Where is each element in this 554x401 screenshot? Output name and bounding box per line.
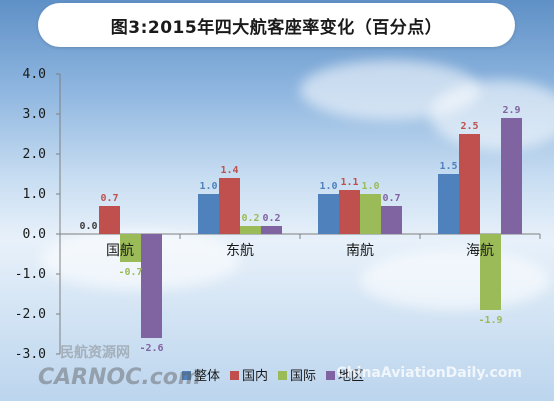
watermark-text: ChinaAviationDaily.com: [336, 365, 522, 381]
chart-title: 图3:2015年四大航客座率变化（百分点）: [110, 17, 443, 38]
data-label: 0.0: [79, 221, 97, 232]
data-label: 1.5: [439, 161, 457, 172]
data-label: 1.4: [220, 165, 238, 176]
category-label: 南航: [346, 243, 374, 259]
data-label: 1.1: [340, 177, 358, 188]
data-label: -0.7: [118, 267, 142, 278]
data-label: 1.0: [319, 181, 337, 192]
bar: [501, 118, 522, 234]
chart-title-box: 图3:2015年四大航客座率变化（百分点）: [38, 3, 515, 47]
bar: [360, 194, 381, 234]
category-label: 国航: [106, 243, 134, 259]
data-label: 1.0: [199, 181, 217, 192]
watermark: 民航资源网 CARNOC.com ChinaAviationDaily.com: [38, 344, 522, 390]
bar: [198, 194, 219, 234]
data-label: 2.9: [502, 105, 520, 116]
bar: [339, 190, 360, 234]
data-labels: 0.00.7-0.7-2.61.01.40.2 0.21.0 1.1 1.00.71.…: [79, 105, 520, 354]
bar: [480, 234, 501, 310]
legend-swatch: [278, 371, 287, 380]
bars: [78, 118, 522, 338]
y-tick-label: 4.0: [23, 67, 46, 82]
y-tick-label: 2.0: [23, 147, 46, 162]
cloud-decoration: [360, 250, 550, 310]
bar: [459, 134, 480, 234]
data-label: 0.2: [241, 213, 259, 224]
cloud-decoration: [430, 80, 554, 150]
legend: 整体 国内 国际 地区: [182, 368, 364, 384]
data-label: 0.2: [262, 213, 280, 224]
y-tick-label: -1.0: [15, 267, 46, 282]
bar: [381, 206, 402, 234]
y-tick-label: -3.0: [15, 347, 46, 362]
y-tick-label: 0.0: [23, 227, 46, 242]
legend-swatch: [230, 371, 239, 380]
legend-swatch: [326, 371, 335, 380]
bar: [438, 174, 459, 234]
bar: [141, 234, 162, 338]
y-tick-label: 1.0: [23, 187, 46, 202]
category-labels: 国航 东航 南航 海航: [106, 243, 494, 259]
bar: [318, 194, 339, 234]
category-label: 东航: [226, 243, 254, 259]
category-label: 海航: [466, 243, 494, 259]
legend-label: 国际: [290, 369, 316, 384]
y-axis: -3.0 -2.0 -1.0 0.0 1.0 2.0 3.0 4.0: [15, 67, 541, 362]
data-label: -2.6: [139, 343, 163, 354]
legend-label: 整体: [194, 369, 220, 384]
legend-label: 地区: [338, 369, 364, 384]
legend-label: 国内: [242, 368, 268, 384]
bar: [261, 226, 282, 234]
data-label: 0.7: [100, 193, 118, 204]
data-label: 2.5: [460, 121, 478, 132]
y-tick-label: -2.0: [15, 307, 46, 322]
y-tick-label: 3.0: [23, 107, 46, 122]
data-label: 1.0: [361, 181, 379, 192]
data-label: -1.9: [478, 315, 502, 326]
bar: [99, 206, 120, 234]
data-label: 0.7: [382, 193, 400, 204]
bar: [240, 226, 261, 234]
watermark-text: 民航资源网: [60, 344, 130, 361]
watermark-text: CARNOC.com: [38, 365, 201, 390]
legend-swatch: [182, 371, 191, 380]
bar: [120, 234, 141, 262]
bar: [219, 178, 240, 234]
